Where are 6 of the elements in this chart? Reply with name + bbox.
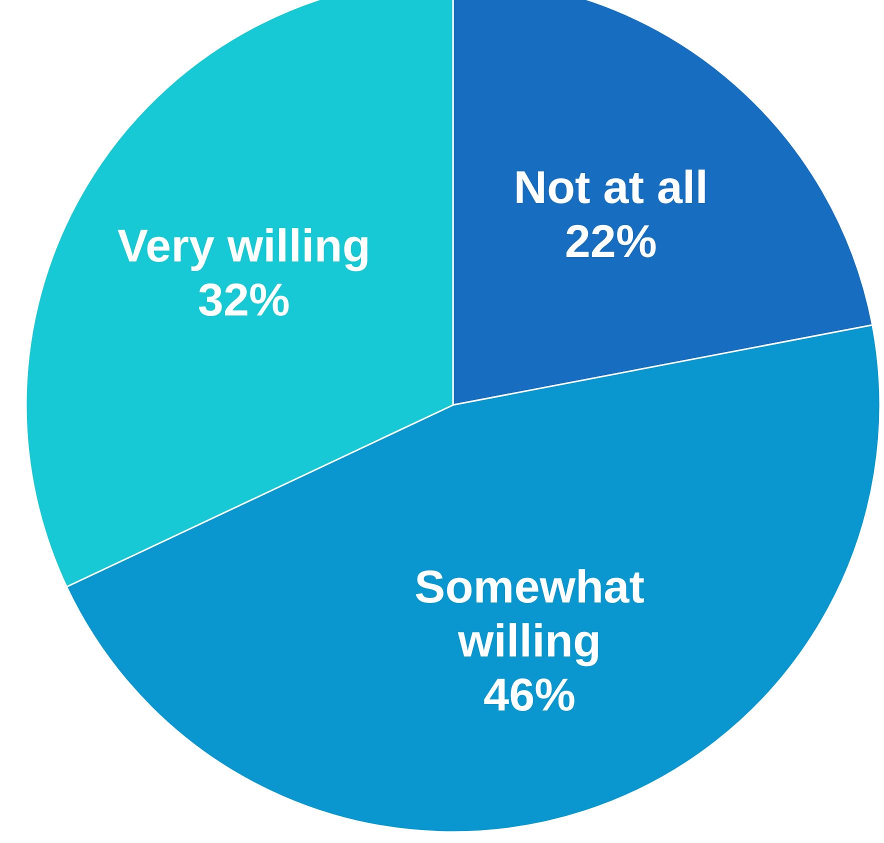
slice-label: Very willing bbox=[117, 219, 370, 272]
slice-label: Not at all bbox=[514, 161, 708, 214]
slice-label: Somewhat willing bbox=[414, 560, 645, 667]
data-label: 46% bbox=[483, 668, 576, 721]
data-label: 32% bbox=[198, 273, 290, 326]
data-label: 22% bbox=[564, 215, 657, 268]
